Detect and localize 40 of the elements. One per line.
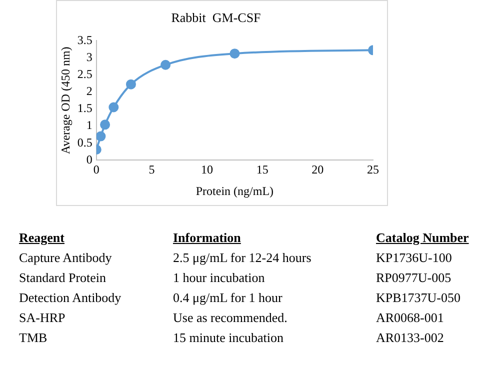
chart-title: Rabbit GM-CSF [171, 10, 261, 26]
text: AR0133-002 [376, 330, 444, 346]
text: Reagent [19, 230, 64, 246]
y-tick-label: 2.5 [77, 66, 92, 81]
point [96, 131, 106, 142]
text: Use as recommended. [173, 310, 288, 326]
y-tick-label: 2 [86, 84, 92, 98]
text: Detection Antibody [19, 290, 122, 306]
text: 15 minute incubation [173, 330, 284, 346]
text: KP1736U-100 [376, 250, 452, 266]
text: 2.5 μg/mL for 12-24 hours [173, 250, 312, 266]
text: KPB1737U-050 [376, 290, 461, 306]
y-tick-label: 1.5 [77, 101, 92, 116]
point [108, 102, 119, 112]
point [100, 120, 110, 130]
y-tick-label: 1 [86, 118, 92, 132]
point [126, 79, 136, 90]
text: Capture Antibody [19, 250, 112, 266]
x-tick-label: 10 [201, 162, 214, 177]
text: TMB [19, 330, 48, 346]
y-axis-title: Average OD (450 nm) [58, 46, 72, 154]
y-tick-label: 3 [86, 50, 92, 64]
x-tick-label: 5 [148, 162, 155, 177]
x-tick-label: 20 [312, 162, 324, 177]
x-tick-label: 15 [256, 162, 268, 177]
text: 1 hour incubation [173, 270, 265, 286]
text: 0.4 μg/mL for 1 hour [173, 290, 282, 306]
text: Information [173, 230, 241, 246]
x-tick-label: 25 [367, 162, 379, 177]
text: Catalog Number [376, 230, 469, 246]
text: SA-HRP [19, 310, 66, 326]
y-tick-label: 3.5 [77, 32, 92, 47]
y-tick-label: 0.5 [77, 135, 92, 150]
x-axis-title: Protein (ng/mL) [196, 184, 274, 198]
point [160, 60, 171, 70]
text: Standard Protein [19, 270, 106, 286]
text: RP0977U-005 [376, 270, 452, 286]
y-tick-label: 0 [86, 152, 92, 166]
point [230, 48, 240, 59]
text: AR0068-001 [376, 310, 444, 326]
